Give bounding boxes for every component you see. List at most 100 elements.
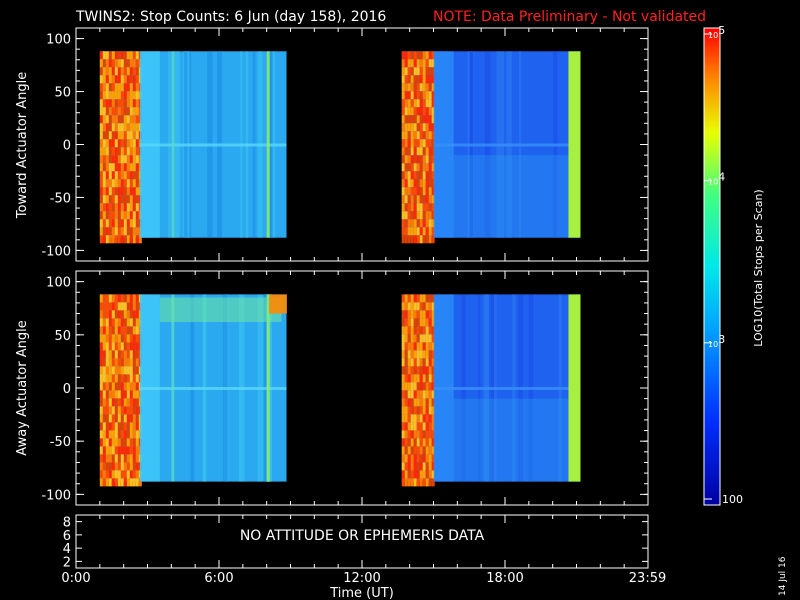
heatmap-cell <box>416 326 420 335</box>
heatmap-cell <box>416 75 420 84</box>
heatmap-cell <box>111 155 115 164</box>
heatmap-cell <box>108 374 112 383</box>
heatmap-cell <box>428 374 432 383</box>
heatmap-cell <box>431 235 435 244</box>
heatmap-cell <box>102 374 106 383</box>
heatmap-cell <box>120 203 124 212</box>
heatmap-cell <box>422 390 426 399</box>
heatmap-cell <box>132 171 136 180</box>
heatmap-cell <box>132 75 136 84</box>
heatmap-cell <box>428 382 432 391</box>
heatmap-cell <box>410 171 414 180</box>
heatmap-cell <box>410 75 414 84</box>
heatmap-cell <box>410 318 414 327</box>
heatmap-cell <box>413 414 417 423</box>
heatmap-cell <box>425 350 429 359</box>
heatmap-cell <box>410 211 414 220</box>
heatmap-cell <box>425 195 429 204</box>
heatmap-cell <box>114 310 118 319</box>
y-tick-label: 6 <box>63 529 71 544</box>
heatmap-cell <box>407 470 411 479</box>
heatmap-cell <box>102 366 106 375</box>
heatmap-cell <box>413 59 417 68</box>
heatmap-cell <box>431 382 435 391</box>
heatmap-cell <box>401 406 405 415</box>
heatmap-cell <box>431 366 435 375</box>
heatmap-cell <box>135 374 139 383</box>
heatmap-cell <box>419 430 423 439</box>
heatmap-cell <box>126 390 130 399</box>
heatmap-cell <box>117 211 121 220</box>
heatmap-cell <box>114 187 118 196</box>
heatmap-cell <box>123 171 127 180</box>
heatmap-cell <box>413 51 417 60</box>
heatmap-cell <box>401 227 405 236</box>
heatmap-cell <box>428 179 432 188</box>
heatmap-cell <box>401 358 405 367</box>
heatmap-cell <box>123 83 127 92</box>
heatmap-cell <box>99 227 103 236</box>
heatmap-cell <box>135 99 139 108</box>
heatmap-cell <box>129 462 133 471</box>
heatmap-cell <box>123 147 127 156</box>
heatmap-cell <box>117 430 121 439</box>
heatmap-cell <box>123 179 127 188</box>
heatmap-cell <box>404 139 408 148</box>
heatmap-cell <box>404 438 408 447</box>
heatmap-cell <box>120 235 124 244</box>
colorbar-tick-label: 103 <box>708 333 725 349</box>
heatmap-cell <box>413 139 417 148</box>
x-ticks: 0:00 6:00 12:00 18:00 23:59 <box>61 28 666 586</box>
heatmap-cell <box>416 350 420 359</box>
heatmap-cell <box>419 235 423 244</box>
heatmap-cell <box>126 334 130 343</box>
heatmap-cell <box>120 75 124 84</box>
heatmap-cell <box>123 203 127 212</box>
heatmap-cell <box>407 302 411 311</box>
heatmap-cell <box>114 422 118 431</box>
heatmap-haze <box>453 398 569 482</box>
heatmap-cell <box>416 91 420 100</box>
heatmap-cell <box>126 83 130 92</box>
heatmap-cell <box>413 366 417 375</box>
heatmap-cell <box>126 187 130 196</box>
heatmap-cell <box>428 187 432 196</box>
x-tick-label: 12:00 <box>343 571 380 586</box>
heatmap-cell <box>114 406 118 415</box>
heatmap-cell <box>117 446 121 455</box>
heatmap-cell <box>117 147 121 156</box>
heatmap-cell <box>117 414 121 423</box>
heatmap-cell <box>419 294 423 303</box>
heatmap-cell <box>99 91 103 100</box>
heatmap-cell <box>428 107 432 116</box>
heatmap-cell <box>431 422 435 431</box>
heatmap-edge <box>568 294 581 482</box>
heatmap-cell <box>105 446 109 455</box>
heatmap-cell <box>410 390 414 399</box>
heatmap-cell <box>135 438 139 447</box>
heatmap-cell <box>102 179 106 188</box>
heatmap-cell <box>404 430 408 439</box>
heatmap-cell <box>132 219 136 228</box>
heatmap-cell <box>407 422 411 431</box>
heatmap-cell <box>129 99 133 108</box>
heatmap-cell <box>105 366 109 375</box>
heatmap-cell <box>99 446 103 455</box>
heatmap-cell <box>99 350 103 359</box>
heatmap-cell <box>108 318 112 327</box>
heatmap-cell <box>431 358 435 367</box>
heatmap-cell <box>428 131 432 140</box>
heatmap-cell <box>425 155 429 164</box>
heatmap-cell <box>117 123 121 132</box>
heatmap-cell <box>111 342 115 351</box>
heatmap-cell <box>99 99 103 108</box>
heatmap-cell <box>431 374 435 383</box>
heatmap-cell <box>126 414 130 423</box>
heatmap-cell <box>425 430 429 439</box>
heatmap-cell <box>135 454 139 463</box>
heatmap-cell <box>129 91 133 100</box>
heatmap-cell <box>129 350 133 359</box>
heatmap-cell <box>407 350 411 359</box>
heatmap-cell <box>114 219 118 228</box>
heatmap-cell <box>126 366 130 375</box>
